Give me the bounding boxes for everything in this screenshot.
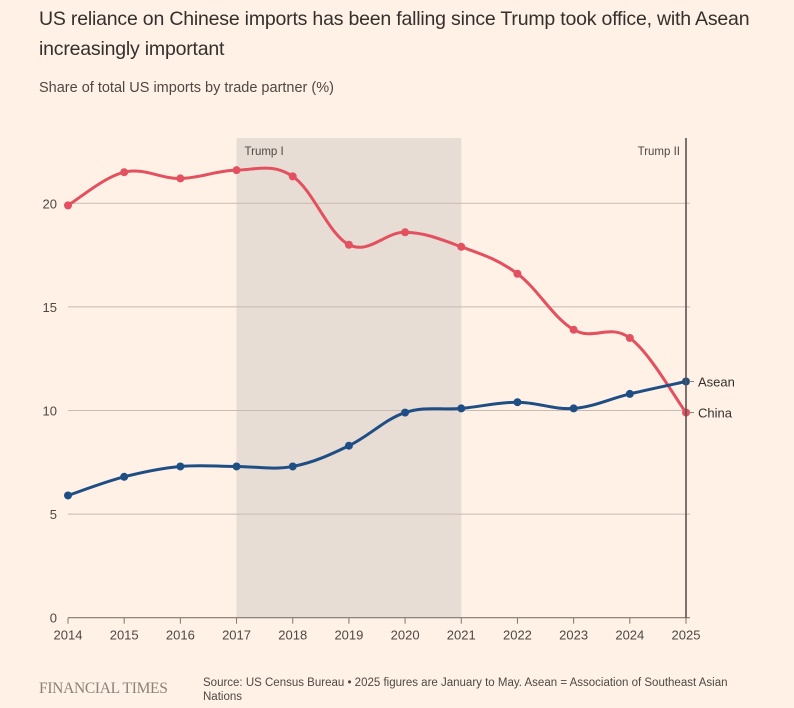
china-data-point xyxy=(401,228,410,237)
x-tick-label: 2024 xyxy=(615,628,644,643)
y-tick-label: 0 xyxy=(50,611,57,626)
source-note: Source: US Census Bureau • 2025 figures … xyxy=(203,677,728,703)
asean-data-point xyxy=(457,404,466,413)
china-data-point xyxy=(625,333,634,342)
asean-data-point xyxy=(64,491,72,500)
china-data-point xyxy=(232,166,241,175)
x-tick-label: 2017 xyxy=(222,628,251,643)
asean-data-point xyxy=(120,472,129,481)
asean-data-point xyxy=(288,462,297,471)
china-data-point xyxy=(513,269,522,278)
x-tick-label: 2018 xyxy=(278,628,307,643)
y-tick-label: 15 xyxy=(43,300,57,315)
china-data-point xyxy=(344,240,353,249)
china-data-point xyxy=(64,201,72,210)
x-tick-label: 2015 xyxy=(110,628,139,643)
x-tick-label: 2025 xyxy=(672,628,701,643)
x-tick-label: 2021 xyxy=(447,628,476,643)
y-tick-label: 20 xyxy=(43,196,57,211)
china-data-point xyxy=(288,172,297,181)
trump-i-label: Trump I xyxy=(245,146,284,158)
chart-subtitle: Share of total US imports by trade partn… xyxy=(39,80,334,96)
x-tick-label: 2022 xyxy=(503,628,532,643)
china-series-label: China xyxy=(698,406,733,421)
asean-data-point xyxy=(344,441,353,450)
asean-data-point xyxy=(176,462,185,471)
china-data-point xyxy=(176,174,185,183)
x-tick-label: 2016 xyxy=(166,628,195,643)
china-data-point xyxy=(569,325,578,334)
trump-i-shaded-band xyxy=(236,138,462,618)
trump-ii-label: Trump II xyxy=(638,146,680,158)
chart-title: US reliance on Chinese imports has been … xyxy=(39,8,750,60)
y-tick-label: 10 xyxy=(43,404,57,419)
china-data-point xyxy=(457,242,466,251)
x-tick-label: 2023 xyxy=(559,628,588,643)
x-tick-label: 2019 xyxy=(334,628,363,643)
x-tick-label: 2014 xyxy=(54,628,83,643)
asean-data-point xyxy=(513,398,522,407)
asean-data-point xyxy=(232,462,241,471)
ft-logo: FINANCIAL TIMES xyxy=(39,680,168,697)
asean-data-point xyxy=(625,389,634,398)
x-tick-label: 2020 xyxy=(391,628,420,643)
asean-data-point xyxy=(569,404,578,413)
asean-series-label: Asean xyxy=(698,374,735,389)
y-tick-label: 5 xyxy=(50,507,57,522)
asean-data-point xyxy=(401,408,410,417)
china-data-point xyxy=(120,168,129,177)
